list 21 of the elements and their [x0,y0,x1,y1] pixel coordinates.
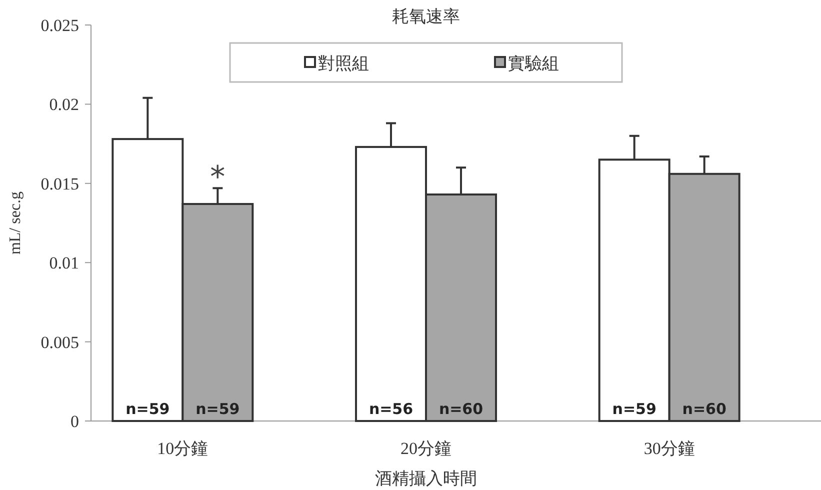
annotation: n=59 [612,400,656,418]
y-tick-label: 0 [70,412,79,431]
legend-label: 對照組 [318,54,369,74]
annotation: n=56 [368,400,414,418]
annotation: n=59 [196,400,240,418]
y-tick-label: 0.01 [49,254,79,273]
annotation: n=59 [126,400,170,418]
x-axis-title: 酒精攝入時間 [375,469,477,488]
x-tick-label: 30分鐘 [644,439,695,458]
y-axis-title: mL/ sec.g [7,191,24,255]
annotation: n=60 [438,400,484,418]
y-tick-label: 0.015 [40,174,79,194]
y-tick-label: 0.025 [40,16,79,35]
y-tick-label: 0.005 [40,332,79,352]
chart-title: 耗氧速率 [392,7,460,26]
annotation: * [210,160,226,196]
annotation: n=60 [682,400,726,418]
legend-label: 實驗組 [508,54,559,74]
x-tick-label: 20分鐘 [400,439,452,458]
y-tick-label: 0.02 [49,95,79,114]
x-tick-label: 10分鐘 [157,439,208,458]
